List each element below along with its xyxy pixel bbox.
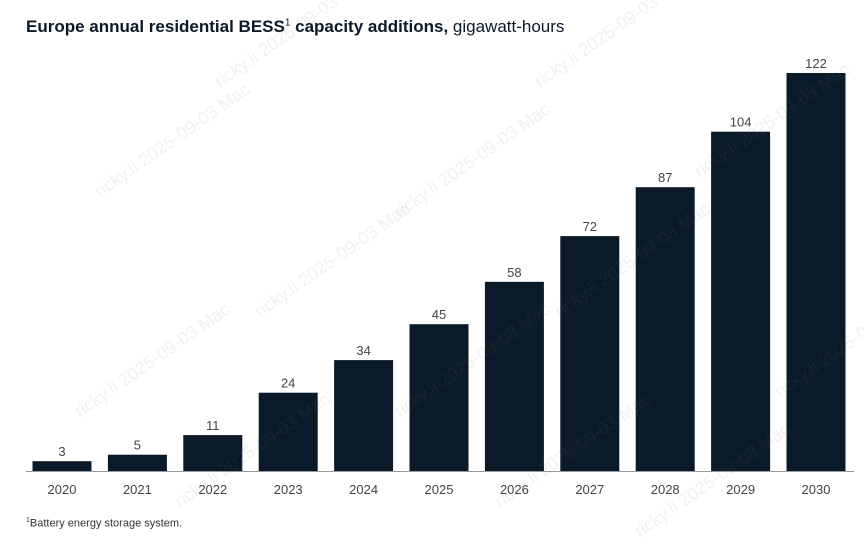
- bar-2024: [334, 360, 394, 471]
- value-label-2020: 3: [58, 444, 65, 459]
- chart-title-footnote-marker: 1: [284, 17, 291, 29]
- value-label-2028: 87: [658, 170, 672, 185]
- bar-2029: [711, 131, 771, 471]
- bar-2025: [409, 324, 469, 471]
- chart-unit: gigawatt-hours: [452, 17, 565, 36]
- value-label-2026: 58: [507, 265, 521, 280]
- bar-2027: [560, 236, 620, 471]
- value-label-2023: 24: [281, 376, 295, 391]
- footnote: 1Battery energy storage system.: [26, 517, 182, 530]
- x-tick-label-2028: 2028: [651, 482, 680, 497]
- bar-2030: [786, 73, 846, 471]
- bar-2026: [484, 281, 544, 471]
- value-label-2029: 104: [730, 115, 752, 130]
- x-tick-label-2024: 2024: [349, 482, 378, 497]
- bar-2020: [32, 461, 92, 471]
- x-tick-label-2023: 2023: [274, 482, 303, 497]
- bar-2023: [258, 392, 318, 471]
- x-tick-label-2026: 2026: [500, 482, 529, 497]
- bar-2021: [107, 454, 167, 471]
- footnote-marker: 1: [26, 517, 30, 524]
- x-tick-label-2025: 2025: [425, 482, 454, 497]
- value-label-2027: 72: [583, 219, 597, 234]
- footnote-text: Battery energy storage system.: [29, 517, 183, 530]
- x-tick-label-2030: 2030: [802, 482, 831, 497]
- value-label-2021: 5: [134, 438, 141, 453]
- chart-title-main: Europe annual residential BESS: [26, 17, 285, 36]
- x-tick-label-2029: 2029: [726, 482, 755, 497]
- value-label-2030: 122: [805, 56, 827, 71]
- chart-title: Europe annual residential BESS1 capacity…: [26, 16, 564, 38]
- x-tick-label-2027: 2027: [575, 482, 604, 497]
- value-label-2024: 34: [356, 343, 370, 358]
- value-label-2025: 45: [432, 307, 446, 322]
- bar-2022: [183, 435, 243, 471]
- x-tick-label-2022: 2022: [198, 482, 227, 497]
- chart-title-suffix: capacity additions,: [290, 17, 449, 36]
- x-tick-label-2020: 2020: [48, 482, 77, 497]
- value-label-2022: 11: [206, 418, 220, 433]
- x-tick-label-2021: 2021: [123, 482, 152, 497]
- bar-2028: [635, 187, 695, 471]
